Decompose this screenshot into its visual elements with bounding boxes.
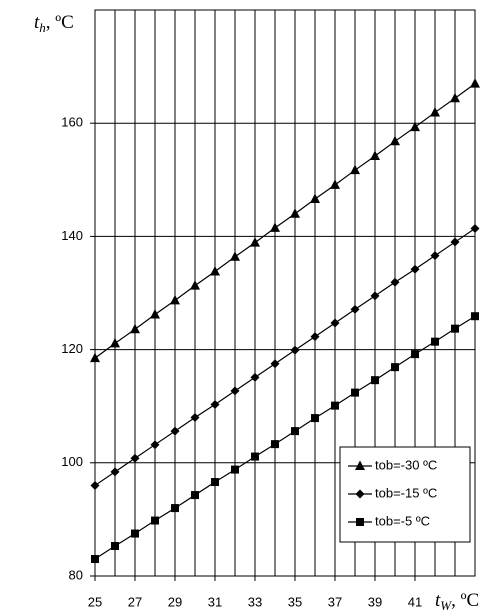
triangle-marker — [290, 208, 300, 218]
diamond-marker — [130, 453, 140, 463]
square-marker — [171, 504, 179, 513]
triangle-marker — [370, 150, 380, 161]
triangle-marker — [110, 337, 120, 348]
square-marker — [231, 465, 239, 474]
triangle-marker — [150, 309, 160, 319]
diamond-marker — [210, 400, 220, 410]
x-axis-label: tW, ºC — [435, 590, 479, 613]
square-marker — [411, 350, 419, 359]
diamond-marker — [190, 413, 200, 423]
x-tick-label: 27 — [128, 594, 142, 609]
legend-label: tob=-15 ºC — [375, 485, 437, 500]
x-label-sub: W — [440, 598, 452, 613]
x-tick-label: 39 — [368, 594, 382, 609]
square-marker — [251, 452, 259, 461]
diamond-marker — [310, 332, 320, 342]
triangle-marker — [410, 121, 420, 132]
triangle-marker — [210, 265, 220, 276]
diamond-marker — [270, 359, 280, 369]
diamond-marker — [370, 291, 380, 301]
square-marker — [271, 440, 279, 449]
x-tick-label: 25 — [88, 594, 102, 609]
legend-label: tob=-5 ºC — [375, 513, 430, 528]
legend-label: tob=-30 ºC — [375, 457, 437, 472]
y-axis-label: th, ºC — [34, 12, 74, 35]
triangle-marker — [430, 106, 440, 117]
square-marker — [391, 363, 399, 372]
triangle-marker — [310, 193, 320, 204]
y-tick-label: 100 — [61, 454, 83, 469]
triangle-marker — [170, 294, 180, 305]
diamond-marker — [430, 251, 440, 261]
diamond-marker — [355, 489, 365, 499]
y-label-sub: h — [39, 20, 46, 35]
diamond-marker — [290, 345, 300, 355]
diamond-marker — [350, 304, 360, 314]
diamond-marker — [170, 426, 180, 436]
y-label-var: t — [34, 12, 40, 33]
triangle-marker — [230, 251, 240, 261]
square-marker — [91, 555, 99, 564]
triangle-marker — [270, 222, 280, 232]
x-label-var: t — [435, 590, 441, 611]
x-tick-label: 37 — [328, 594, 342, 609]
triangle-marker — [390, 135, 400, 146]
triangle-marker — [190, 280, 200, 290]
diamond-marker — [150, 440, 160, 450]
diamond-marker — [410, 264, 420, 274]
diamond-marker — [230, 386, 240, 396]
y-tick-label: 120 — [61, 341, 83, 356]
y-label-unit: , ºC — [46, 12, 74, 33]
square-marker — [311, 414, 319, 423]
diamond-marker — [330, 318, 340, 328]
triangle-marker — [450, 92, 460, 103]
diamond-marker — [450, 237, 460, 247]
square-marker — [331, 401, 339, 410]
square-marker — [151, 516, 159, 525]
diamond-marker — [90, 480, 100, 490]
diamond-marker — [470, 223, 480, 233]
square-marker — [356, 518, 364, 526]
square-marker — [451, 324, 459, 333]
triangle-marker — [350, 164, 360, 175]
x-tick-label: 41 — [408, 594, 422, 609]
x-tick-label: 33 — [248, 594, 262, 609]
square-marker — [291, 427, 299, 436]
x-tick-label: 35 — [288, 594, 302, 609]
triangle-marker — [470, 78, 480, 88]
diamond-marker — [390, 277, 400, 287]
x-tick-label: 31 — [208, 594, 222, 609]
triangle-marker — [330, 179, 340, 189]
triangle-marker — [355, 460, 365, 470]
square-marker — [111, 542, 119, 551]
square-marker — [131, 529, 139, 538]
triangle-marker — [130, 323, 140, 334]
diamond-marker — [250, 372, 260, 382]
y-tick-label: 160 — [61, 115, 83, 130]
triangle-marker — [90, 352, 100, 363]
y-tick-label: 80 — [69, 567, 83, 582]
square-marker — [351, 388, 359, 397]
x-tick-label: 29 — [168, 594, 182, 609]
x-label-unit: , ºC — [451, 590, 479, 611]
square-marker — [211, 478, 219, 487]
square-marker — [431, 337, 439, 346]
square-marker — [191, 491, 199, 500]
square-marker — [471, 312, 479, 321]
square-marker — [371, 376, 379, 385]
series-line — [94, 227, 476, 486]
y-tick-label: 140 — [61, 228, 83, 243]
triangle-marker — [250, 237, 260, 247]
diamond-marker — [110, 467, 120, 477]
